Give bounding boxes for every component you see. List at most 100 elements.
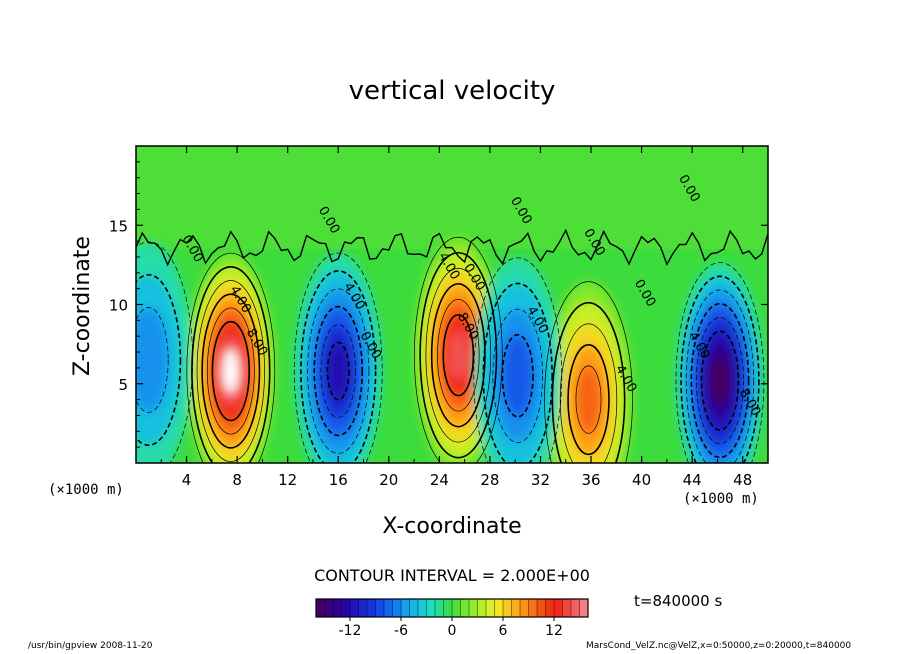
field-feature-1-level-7 [449,330,468,381]
colorbar-segment-30 [571,599,580,617]
footer-left: /usr/bin/gpview 2008-11-20 [28,641,153,651]
contour-1-6 [442,314,475,397]
colorbar-segment-3 [341,599,351,617]
contour-6-3 [136,307,169,413]
field-feature-4-level-4 [502,334,534,417]
colorbar-segment-5 [358,599,368,617]
field-feature-5-level-8 [711,358,729,403]
x-tick-label-5: 24 [430,471,449,489]
x-axis: 4 8 12 16 20 24 28 32 36 40 44 48 [160,146,752,489]
contour-3-2 [300,270,377,463]
field-feature-6-level-3 [136,307,169,413]
contour-0-2 [191,266,271,463]
upper-layer [136,146,768,250]
x-axis-unit-right: (×1000 m) [683,491,759,507]
footer-right: MarsCond_VelZ.nc@VelZ,x=0:50000,z=0:2000… [586,641,852,651]
y-tick-label-1: 10 [109,297,128,315]
colorbar-segment-7 [375,599,385,617]
colorbar-segment-13 [426,599,436,617]
x-tick-label-1: 8 [232,471,242,489]
colorbar-tick-label-4: 12 [545,623,563,639]
colorbar-tick-label-0: -12 [339,623,362,639]
contour-0-1 [186,252,276,463]
x-tick-label-10: 44 [683,471,702,489]
contour-2-2 [551,301,626,463]
x-tick-label-7: 32 [531,471,550,489]
colorbar-segment-29 [562,599,572,617]
contour-4-3 [492,308,543,443]
contour-5-3 [685,289,755,463]
colorbar-tick-label-2: 0 [448,623,457,639]
y-tick-label-0: 5 [118,376,128,394]
contour-0-4 [201,293,261,449]
y-axis: 5 10 15 [109,161,768,448]
contour-3-1 [293,252,383,463]
x-tick-label-0: 4 [182,471,192,489]
field-feature-3-level-6 [327,342,349,400]
contour-2-1 [544,281,633,463]
colorbar-tick-label-3: 6 [499,623,508,639]
field-feature-0-level-8 [222,349,239,394]
contour-3-3 [307,288,370,454]
contour-0-5 [206,307,255,435]
contour-6-2 [136,273,182,446]
colorbar-segment-1 [324,599,334,617]
contour-5-4 [690,302,750,459]
x-axis-label: X-coordinate [382,514,522,539]
velocity-field [136,146,768,463]
colorbar-segment-25 [528,599,538,617]
colorbar-segment-14 [435,599,444,617]
colorbar-segment-27 [545,599,555,617]
x-tick-label-3: 16 [329,471,348,489]
colorbar-segment-11 [409,599,419,617]
contour-3-6 [326,341,350,401]
contour-5-6 [700,330,740,431]
contour-4-2 [482,282,553,463]
y-axis-label: Z-coordinate [70,236,95,376]
contour-2-4 [567,344,610,456]
contour-0-6 [211,320,251,422]
colorbar-tick-label-1: -6 [394,623,408,639]
contour-4-4 [501,333,534,418]
contour-5-1 [675,262,765,463]
chart-title: vertical velocity [348,76,556,106]
colorbar-segment-26 [537,599,546,617]
zero-contour-line [136,228,768,267]
field-feature-2-level-5 [575,365,602,434]
contour-2-5 [575,365,602,434]
time-label: t=840000 s [634,592,723,610]
colorbar-segment-10 [401,599,410,617]
contour-1-3 [425,267,492,443]
colorbar-segment-16 [452,599,461,617]
contour-interval-label: CONTOUR INTERVAL = 2.000E+00 [314,566,590,585]
colorbar-segment-31 [579,599,589,617]
colorbar-segment-24 [520,599,529,617]
colorbar-segment-22 [503,599,512,617]
contour-5-2 [680,275,760,463]
contour-3-5 [320,324,356,418]
colorbar-segment-18 [469,599,478,617]
contour-4-1 [473,257,563,463]
colorbar-segment-17 [460,599,470,617]
x-tick-label-9: 40 [632,471,651,489]
colorbar-segment-21 [494,599,504,617]
contour-1-1 [413,236,503,463]
x-tick-label-2: 12 [278,471,297,489]
colorbar: -12 -6 0 6 12 [315,598,589,639]
x-axis-unit-left: (×1000 m) [48,482,124,498]
contour-2-3 [559,323,618,463]
colorbar-segment-4 [350,599,359,617]
colorbar-segment-15 [443,599,453,617]
x-tick-label-8: 36 [581,471,600,489]
colorbar-segment-19 [477,599,487,617]
x-tick-label-11: 48 [733,471,752,489]
contour-0-3 [196,280,265,462]
colorbar-segment-2 [333,599,342,617]
colorbar-segment-20 [486,599,495,617]
x-tick-label-6: 28 [480,471,499,489]
colorbar-segment-6 [367,599,376,617]
contour-1-4 [430,282,486,428]
y-tick-label-2: 15 [109,217,128,235]
contour-3-4 [313,305,364,437]
